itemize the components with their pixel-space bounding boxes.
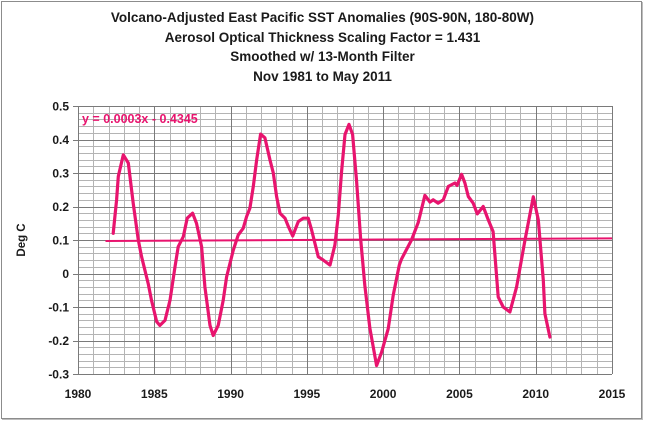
- x-tick-label: 2000: [370, 387, 397, 401]
- trendline: [105, 237, 613, 243]
- y-tick-label: -0.2: [48, 334, 69, 348]
- y-tick-labels: -0.3 -0.2 -0.1 0 0.1 0.2 0.3 0.4 0.5: [48, 100, 69, 382]
- title-line-2: Aerosol Optical Thickness Scaling Factor…: [164, 29, 481, 45]
- x-tick-label: 1985: [141, 387, 168, 401]
- y-tick-label: 0.1: [52, 234, 69, 248]
- y-tick-label: 0.5: [52, 100, 69, 114]
- y-tick-label: -0.3: [48, 368, 69, 382]
- trendline-equation: y = 0.0003x - 0.4345: [82, 112, 198, 126]
- title-line-4: Nov 1981 to May 2011: [253, 68, 392, 84]
- chart-title: Volcano-Adjusted East Pacific SST Anomal…: [0, 8, 645, 86]
- x-tick-label: 2005: [446, 387, 473, 401]
- x-tick-labels: 1980 1985 1990 1995 2000 2005 2010 2015: [65, 387, 626, 401]
- series-layer: [105, 122, 613, 368]
- sst-anomaly-line: [111, 122, 552, 368]
- x-tick-label: 1990: [217, 387, 244, 401]
- y-tick-label: 0.2: [52, 200, 69, 214]
- y-tick-label: 0.4: [52, 133, 69, 147]
- x-tick-label: 2015: [599, 387, 626, 401]
- y-tick-label: 0.3: [52, 167, 69, 181]
- title-line-3: Smoothed w/ 13-Month Filter: [230, 49, 415, 65]
- x-tick-label: 2010: [522, 387, 549, 401]
- title-line-1: Volcano-Adjusted East Pacific SST Anomal…: [110, 10, 535, 25]
- y-tick-label: -0.1: [48, 301, 69, 315]
- x-tick-label: 1995: [294, 387, 321, 401]
- x-tick-label: 1980: [65, 387, 92, 401]
- y-tick-label: 0: [62, 267, 69, 281]
- axes: [73, 106, 612, 375]
